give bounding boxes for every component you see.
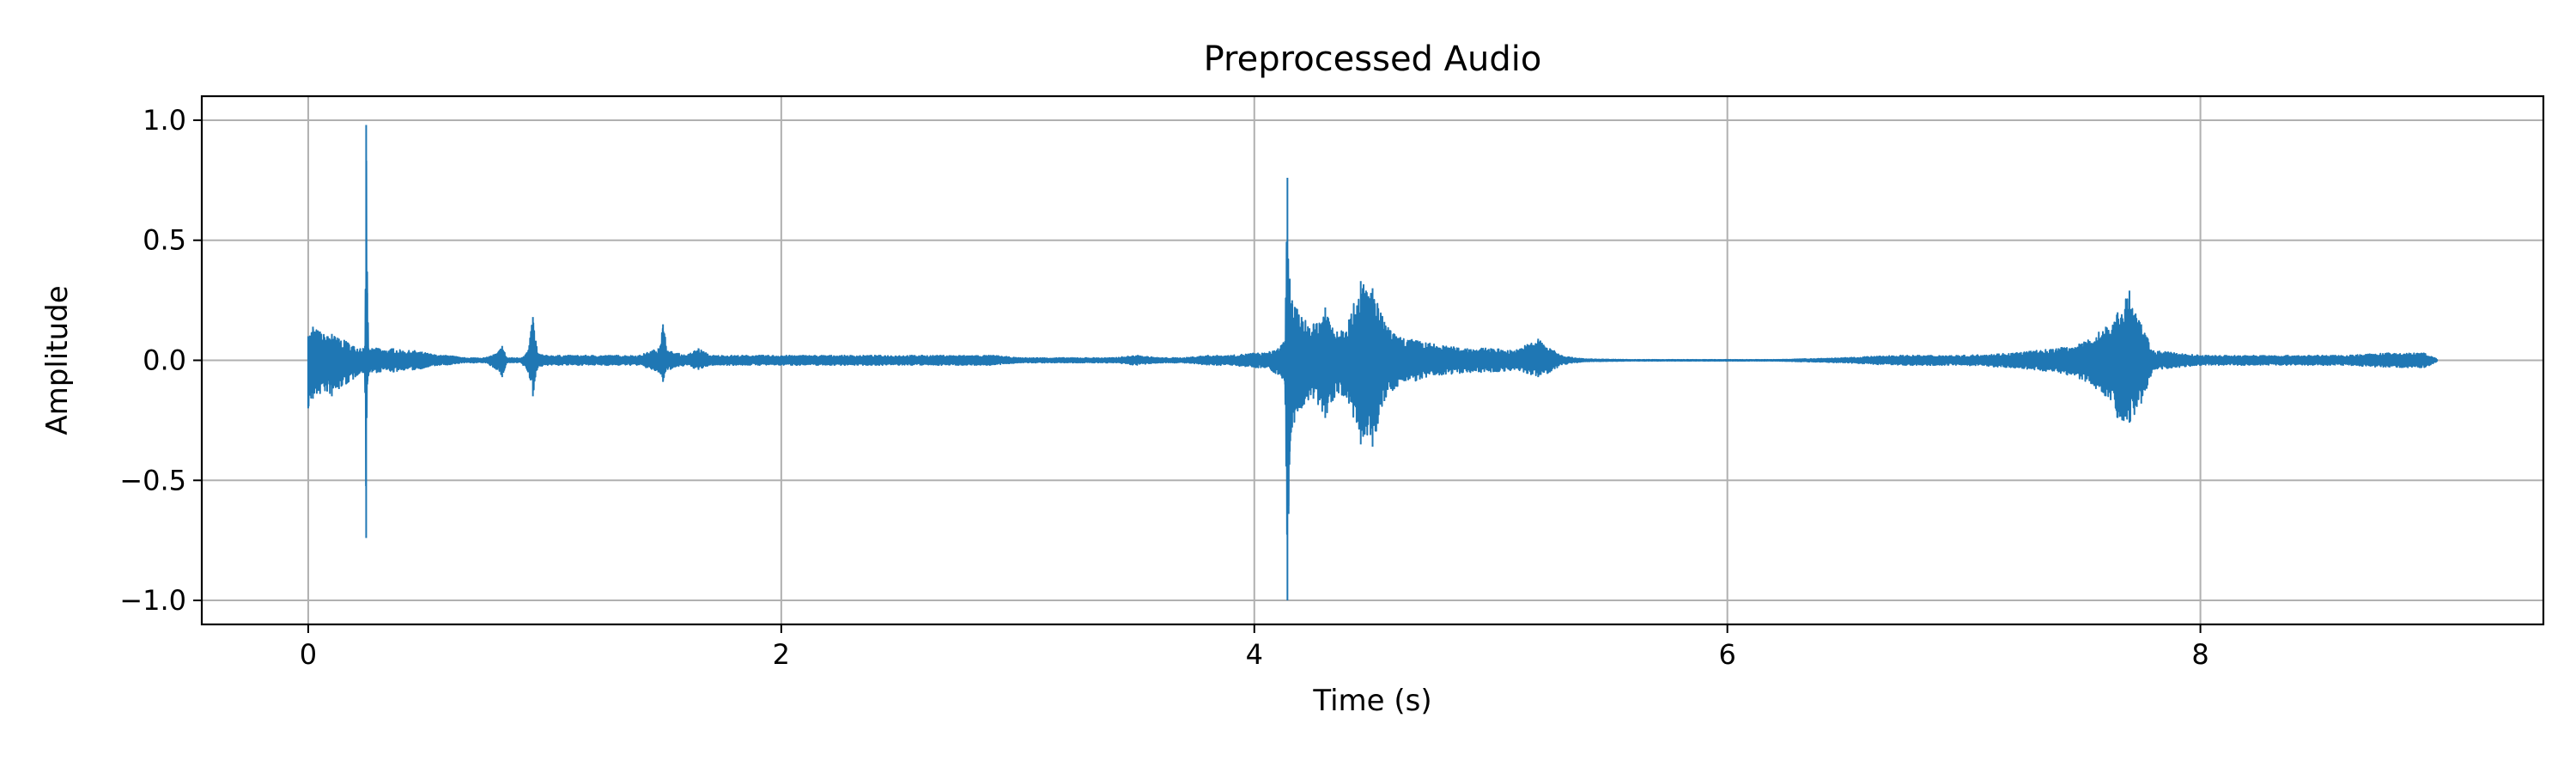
- y-tick-label: 1.0: [143, 104, 186, 137]
- x-tick-label: 6: [1719, 638, 1736, 671]
- y-tick-label: −0.5: [119, 464, 186, 496]
- x-tick-label: 8: [2191, 638, 2208, 671]
- y-tick-label: 0.5: [143, 224, 186, 257]
- axis-ticks: 0 2 4 6 8 1.0 0.5 0.0 −0.5 −1.0: [119, 104, 2208, 671]
- waveform-series: [307, 125, 2439, 601]
- x-tick-label: 2: [773, 638, 790, 671]
- waveform-line: [307, 125, 2439, 601]
- y-axis-title: Amplitude: [40, 285, 75, 435]
- chart-title: Preprocessed Audio: [1204, 40, 1542, 79]
- x-tick-label: 0: [300, 638, 317, 671]
- y-tick-label: −1.0: [119, 584, 186, 617]
- x-tick-label: 4: [1246, 638, 1263, 671]
- x-axis-title: Time (s): [1312, 684, 1431, 718]
- y-tick-label: 0.0: [143, 344, 186, 377]
